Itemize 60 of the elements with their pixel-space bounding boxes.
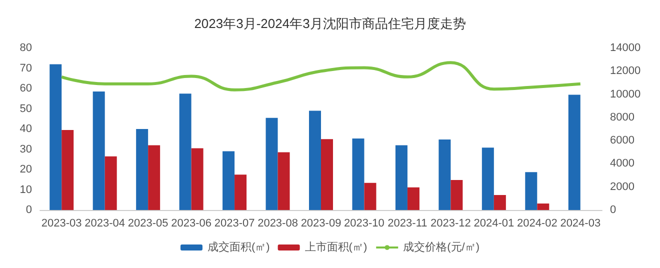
bar [352,138,364,210]
bar [321,139,333,210]
x-tick-label: 2023-05 [128,218,168,230]
legend-label: 成交价格(元/㎡) [403,240,480,254]
bar [450,180,463,210]
x-tick-label: 2023-07 [214,218,255,230]
y-tick-label: 60 [20,82,32,94]
x-tick-label: 2024-02 [516,218,558,230]
y2-tick-label: 2000 [610,180,634,193]
y2-tick-label: 12000 [610,65,641,78]
x-tick-label: 2023-08 [258,218,298,230]
y2-tick-label: 6000 [610,134,634,147]
x-tick-label: 2024-01 [474,218,514,230]
bar [92,92,105,210]
bar [482,148,494,210]
bar [364,182,376,210]
bar [179,94,192,210]
y-tick-label: 70 [20,62,32,74]
legend-label: 成交面积(㎡) [207,240,270,254]
bar [568,94,580,210]
x-tick-label: 2023-03 [41,218,82,230]
line-series [60,61,582,92]
bar [278,152,290,210]
chart-title: 2023年3月-2024年3月沈阳市商品住宅月度走势 [194,16,466,31]
y2-tick-label: 8000 [610,111,634,124]
bar [104,156,117,210]
bar [395,145,408,210]
bar [234,174,247,210]
bar [494,195,506,210]
y2-tick-label: 4000 [610,158,634,170]
x-tick-label: 2023-06 [171,218,212,230]
y-tick-label: 50 [20,102,32,115]
bar [191,148,204,210]
y2-tick-label: 14000 [610,42,641,54]
bar [438,140,451,210]
bar [62,130,74,210]
bar [136,129,148,210]
y-tick-label: 0 [26,204,32,216]
y2-tick-label: 0 [610,204,616,216]
bar [50,64,62,210]
y-tick-label: 10 [20,184,32,196]
bar [266,118,278,210]
y-tick-label: 20 [20,164,32,176]
y-tick-label: 80 [20,42,32,54]
x-tick-label: 2023-11 [388,218,428,230]
x-tick-label: 2023-04 [84,218,126,230]
y2-tick-label: 10000 [610,88,641,100]
bar [309,110,321,210]
x-tick-label: 2023-10 [344,218,384,230]
x-tick-label: 2023-09 [300,218,342,230]
bar [407,187,420,210]
bar [525,172,538,210]
x-tick-label: 2024-03 [560,218,601,230]
bar [148,145,160,210]
y-tick-label: 40 [20,123,32,135]
bar [222,151,235,210]
x-tick-label: 2023-12 [430,218,471,230]
bar [537,204,550,210]
y-tick-label: 30 [20,143,32,156]
legend-label: 上市面积(㎡) [304,240,368,254]
